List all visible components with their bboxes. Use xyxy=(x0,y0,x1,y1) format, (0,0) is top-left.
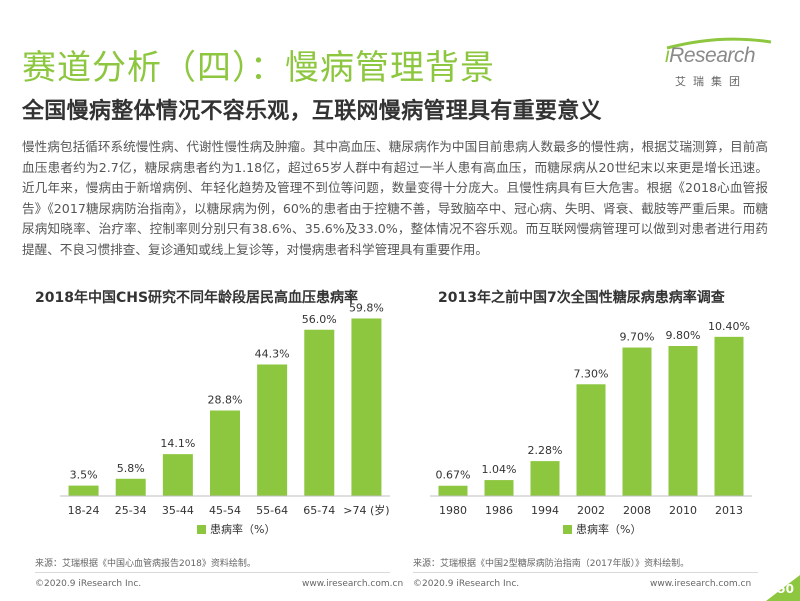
data-label: 28.8% xyxy=(208,394,243,407)
data-label: 7.30% xyxy=(574,367,609,380)
x-tick-label: 45-54 xyxy=(209,504,241,517)
footer-divider-right xyxy=(413,572,758,573)
page-number: 50 xyxy=(777,582,794,596)
source-note-right: 来源：艾瑞根据《中国2型糖尿病防治指南（2017年版）》资料绘制。 xyxy=(413,559,690,569)
diabetes-bar-chart: 0.67% 1980 1.04% 1986 2.28% 1994 7.30% 2002 9.70… xyxy=(430,320,752,536)
data-label: 44.3% xyxy=(255,347,290,360)
logo-wordmark-rest: Research xyxy=(669,44,756,67)
x-tick-label: 2013 xyxy=(715,504,743,517)
logo-wordmark-i: i xyxy=(665,44,670,67)
legend-swatch xyxy=(563,525,572,534)
bar-18-24 xyxy=(68,485,99,496)
logo-swoosh-icon xyxy=(666,37,772,50)
data-label: 0.67% xyxy=(436,469,471,482)
x-tick-label: 2002 xyxy=(577,504,605,517)
data-label: 10.40% xyxy=(708,320,750,333)
x-tick-label: 2008 xyxy=(623,504,651,517)
data-label: 59.8% xyxy=(349,301,384,314)
page-corner-icon xyxy=(766,575,800,601)
bar-35-44 xyxy=(162,454,193,496)
chart-title-diabetes: 2013年之前中国7次全国性糖尿病患病率调查 xyxy=(438,290,725,306)
x-tick-label: 55-64 xyxy=(256,504,288,517)
bar->74 (岁) xyxy=(351,318,382,496)
legend-label: 患病率（%） xyxy=(576,522,641,536)
legend-label: 患病率（%） xyxy=(210,522,275,536)
x-tick-label: 35-44 xyxy=(162,504,194,517)
bar-2010 xyxy=(668,346,698,496)
x-tick-label: 18-24 xyxy=(68,504,100,517)
x-tick-label: 65-74 xyxy=(303,504,335,517)
bar-2008 xyxy=(622,347,652,496)
data-label: 3.5% xyxy=(70,469,98,482)
bar-2002 xyxy=(576,384,606,496)
bar-2013 xyxy=(714,336,744,496)
bar-45-54 xyxy=(210,410,240,496)
x-tick-label: 2010 xyxy=(669,504,697,517)
x-tick-label: >74 (岁) xyxy=(343,503,389,517)
x-tick-label: 1980 xyxy=(439,504,467,517)
bar-1980 xyxy=(438,485,468,496)
page-title: 赛道分析（四）：慢病管理背景 xyxy=(22,48,495,88)
logo-subtitle: 艾瑞集团 xyxy=(675,75,747,88)
bar-55-64 xyxy=(257,364,288,496)
legend-swatch xyxy=(197,525,206,534)
bar-1994 xyxy=(530,461,560,496)
copyright-right: ©2020.9 iResearch Inc. xyxy=(413,579,520,589)
page-subtitle: 全国慢病整体情况不容乐观，互联网慢病管理具有重要意义 xyxy=(22,99,602,124)
body-paragraph: 慢性病包括循环系统慢性病、代谢性慢性病及肿瘤。其中高血压、糖尿病作为中国目前患病… xyxy=(22,139,768,257)
source-note-left: 来源：艾瑞根据《中国心血管病报告2018》资料绘制。 xyxy=(35,559,256,569)
x-tick-label: 1986 xyxy=(485,504,513,517)
footer-divider-left xyxy=(35,572,390,573)
bar-65-74 xyxy=(304,329,335,496)
logo-wordmark: iResearch xyxy=(665,44,756,68)
data-label: 14.1% xyxy=(160,437,195,450)
data-label: 9.70% xyxy=(620,331,655,344)
data-label: 9.80% xyxy=(666,329,701,342)
data-label: 56.0% xyxy=(302,313,337,326)
website-link-right[interactable]: www.iresearch.com.cn xyxy=(650,579,752,589)
x-tick-label: 1994 xyxy=(531,504,559,517)
data-label: 2.28% xyxy=(528,444,563,457)
iresearch-logo: iResearch 艾瑞集团 xyxy=(661,37,773,92)
bar-1986 xyxy=(484,480,514,496)
copyright-left: ©2020.9 iResearch Inc. xyxy=(35,579,142,589)
website-link-left[interactable]: www.iresearch.com.cn xyxy=(302,579,404,589)
bar-25-34 xyxy=(115,478,146,496)
hypertension-bar-chart: 3.5% 18-24 5.8% 25-34 14.1% 35-44 28.8% 45-54 44… xyxy=(60,301,390,536)
x-tick-label: 25-34 xyxy=(115,504,147,517)
data-label: 5.8% xyxy=(117,462,145,475)
chart-title-hypertension: 2018年中国CHS研究不同年龄段居民高血压患病率 xyxy=(35,290,359,306)
data-label: 1.04% xyxy=(482,463,517,476)
